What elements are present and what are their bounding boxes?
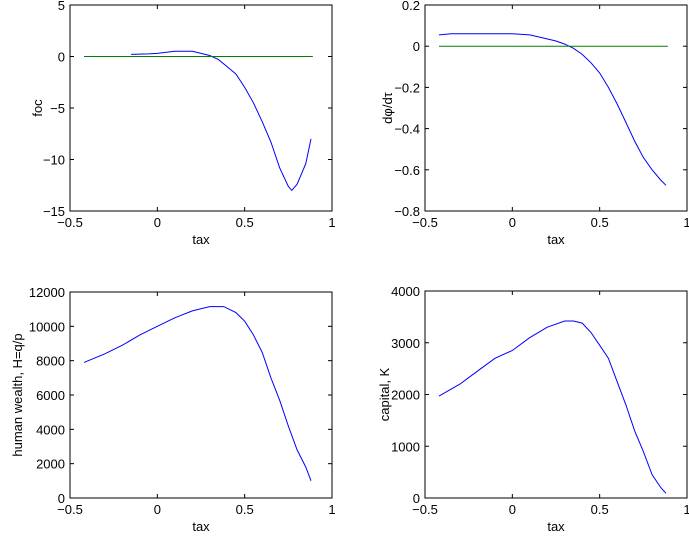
- x-axis-label: tax: [547, 232, 565, 247]
- y-axis-label: human wealth, H=q/p: [10, 333, 25, 456]
- y-axis-label: foc: [30, 99, 45, 117]
- axes-box: [69, 291, 333, 499]
- x-tick-label: 0: [154, 215, 161, 230]
- y-tick-label: −0.4: [394, 122, 420, 137]
- y-tick-label: 0: [58, 491, 65, 506]
- y-tick-label: 5: [58, 0, 65, 13]
- x-tick-label: 0: [154, 502, 161, 517]
- x-tick-label: 1: [683, 215, 689, 230]
- y-tick-label: 8000: [36, 354, 65, 369]
- axes-box: [424, 4, 688, 212]
- x-tick-label: 0.5: [236, 502, 254, 517]
- subplot-2: −0.5 0 0.5 1 −0.8 −0.6 −0.4 −0.2 0 0.2 tax dφ/dτ: [380, 0, 689, 247]
- series-line-K: [438, 320, 667, 494]
- x-tick-label: 0.5: [236, 215, 254, 230]
- y-tick-label: −0.6: [394, 163, 420, 178]
- y-tick-label: 10000: [29, 319, 65, 334]
- y-tick-label: 0: [58, 50, 65, 65]
- x-tick-label: 1: [683, 502, 689, 517]
- y-tick-label: 1000: [391, 439, 420, 454]
- y-tick-label: 12000: [29, 285, 65, 300]
- series-line-foc: [131, 50, 312, 192]
- y-tick-label: −10: [43, 153, 65, 168]
- series-line-dphi: [438, 33, 667, 186]
- x-tick-label: −0.5: [57, 502, 83, 517]
- x-tick-label: 1: [328, 502, 335, 517]
- y-tick-label: 0: [413, 491, 420, 506]
- axes-box: [424, 290, 688, 499]
- y-tick-label: 6000: [36, 388, 65, 403]
- x-tick-label: −0.5: [412, 215, 438, 230]
- y-axis-label: dφ/dτ: [380, 91, 395, 124]
- x-tick-label: 0.5: [591, 215, 609, 230]
- x-axis-label: tax: [547, 519, 565, 534]
- y-tick-label: −5: [50, 101, 65, 116]
- x-axis-label: tax: [192, 519, 210, 534]
- y-axis-label: capital, K: [377, 367, 392, 421]
- subplot-1: −0.5 0 0.5 1 −15 −10 −5 0 5 tax foc: [30, 0, 336, 247]
- x-tick-label: 0: [509, 215, 516, 230]
- y-tick-label: −15: [43, 204, 65, 219]
- y-tick-label: 0: [413, 39, 420, 54]
- y-tick-label: 3000: [391, 336, 420, 351]
- x-tick-label: −0.5: [57, 215, 83, 230]
- subplot-3: −0.5 0 0.5 1020004000600080001000012000taxh…: [10, 285, 336, 534]
- x-tick-label: 0: [509, 502, 516, 517]
- x-tick-label: 1: [328, 215, 335, 230]
- series-line-H: [83, 306, 312, 481]
- y-tick-label: 4000: [391, 284, 420, 299]
- x-tick-label: 0.5: [591, 502, 609, 517]
- x-axis-label: tax: [192, 232, 210, 247]
- x-tick-label: −0.5: [412, 502, 438, 517]
- y-tick-label: −0.8: [394, 204, 420, 219]
- axes-box: [69, 4, 333, 212]
- y-tick-label: −0.2: [394, 80, 420, 95]
- y-tick-label: 0.2: [402, 0, 420, 13]
- y-tick-label: 4000: [36, 422, 65, 437]
- y-tick-label: 2000: [36, 457, 65, 472]
- y-tick-label: 2000: [391, 388, 420, 403]
